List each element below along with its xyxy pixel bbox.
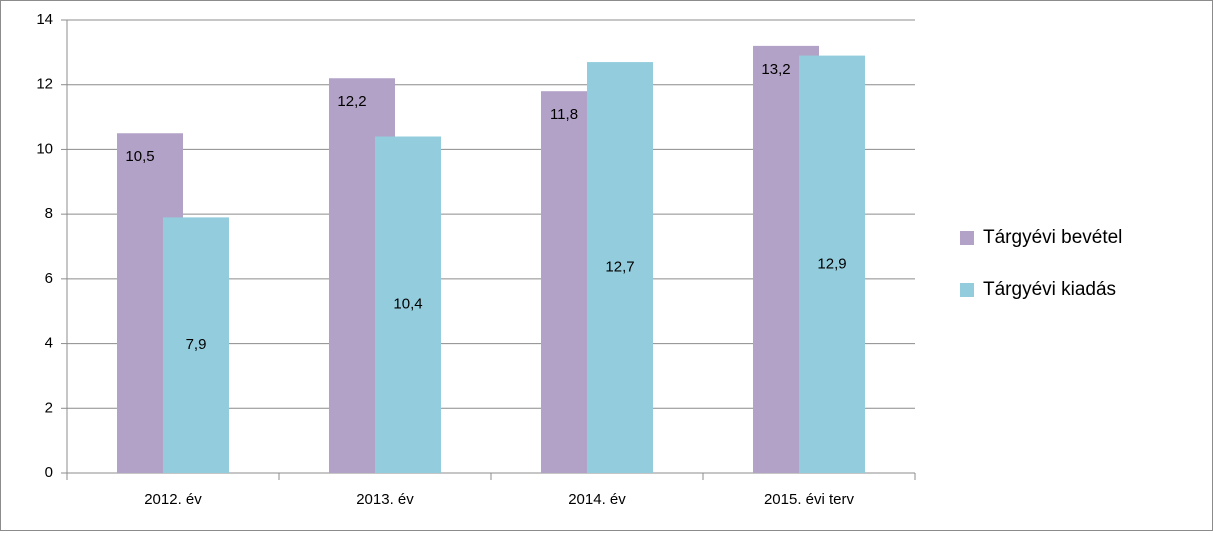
y-tick-label: 4 — [45, 335, 53, 352]
bar — [799, 55, 865, 473]
bar — [375, 136, 441, 473]
legend-label: Tárgyévi kiadás — [983, 279, 1116, 300]
x-tick-label: 2014. év — [568, 491, 626, 508]
legend-label: Tárgyévi bevétel — [983, 227, 1122, 248]
data-label: 13,2 — [761, 61, 790, 78]
y-tick-label: 2 — [45, 399, 53, 416]
x-tick-label: 2015. évi terv — [764, 491, 855, 508]
data-label: 12,9 — [817, 255, 846, 272]
x-tick-label: 2013. év — [356, 491, 414, 508]
y-tick-label: 0 — [45, 464, 53, 481]
bar — [163, 217, 229, 473]
y-tick-label: 12 — [36, 76, 53, 93]
y-tick-label: 6 — [45, 270, 53, 287]
bar — [587, 62, 653, 474]
data-label: 11,8 — [550, 106, 578, 123]
data-label: 10,5 — [125, 148, 154, 165]
legend-swatch — [960, 231, 974, 245]
legend-swatch — [960, 283, 974, 297]
data-label: 10,4 — [393, 296, 422, 313]
data-label: 7,9 — [186, 336, 207, 353]
data-label: 12,2 — [337, 93, 366, 110]
x-tick-label: 2012. év — [144, 491, 202, 508]
y-tick-label: 14 — [36, 11, 53, 28]
data-label: 12,7 — [605, 259, 634, 276]
y-tick-label: 8 — [45, 205, 53, 222]
y-tick-label: 10 — [36, 140, 53, 157]
